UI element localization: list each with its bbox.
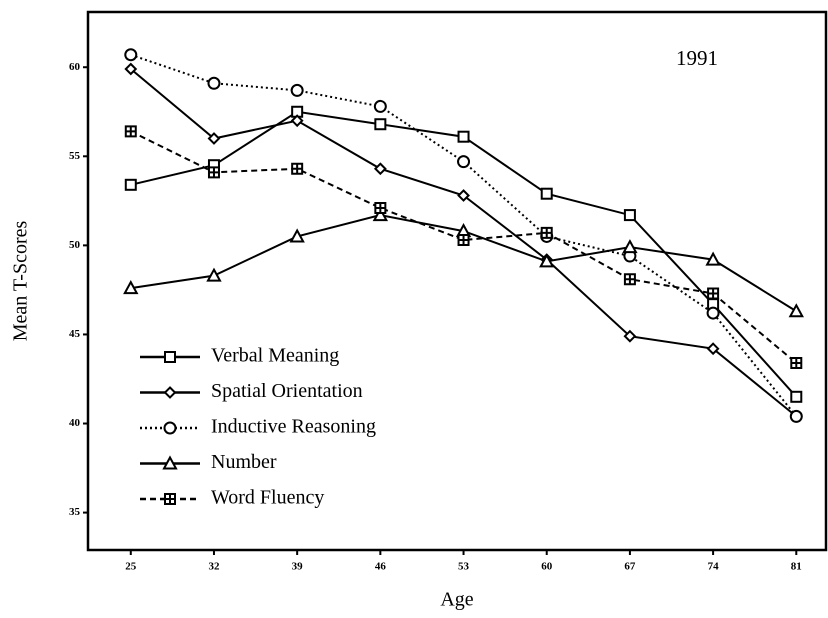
series-line bbox=[130, 130, 797, 364]
y-tick-label: 35 bbox=[69, 506, 81, 518]
marker bbox=[124, 62, 138, 76]
marker bbox=[162, 455, 178, 470]
marker bbox=[290, 114, 304, 128]
marker bbox=[623, 209, 636, 222]
y-axis-label: Mean T-Scores bbox=[10, 221, 32, 342]
marker bbox=[457, 234, 470, 247]
marker bbox=[124, 48, 138, 62]
marker bbox=[372, 206, 389, 222]
marker bbox=[207, 76, 221, 90]
y-tick-label: 60 bbox=[69, 61, 81, 73]
marker bbox=[124, 178, 137, 191]
marker bbox=[290, 83, 304, 97]
marker bbox=[706, 306, 720, 320]
marker bbox=[163, 421, 177, 435]
x-tick-label: 60 bbox=[541, 561, 553, 573]
x-tick-label: 46 bbox=[375, 561, 387, 573]
marker bbox=[790, 390, 803, 403]
legend-label: Inductive Reasoning bbox=[211, 416, 376, 438]
legend-label: Word Fluency bbox=[211, 487, 324, 509]
x-tick-label: 67 bbox=[624, 561, 636, 573]
plot-frame bbox=[86, 10, 828, 552]
legend-label: Verbal Meaning bbox=[211, 345, 339, 367]
marker bbox=[123, 280, 139, 295]
marker bbox=[623, 273, 636, 286]
x-tick-label: 25 bbox=[125, 561, 137, 573]
marker bbox=[788, 303, 804, 318]
marker bbox=[124, 125, 137, 138]
x-tick-label: 74 bbox=[708, 561, 720, 573]
legend-label: Number bbox=[211, 451, 277, 473]
annotation: 1991 bbox=[676, 46, 718, 70]
marker bbox=[374, 201, 387, 214]
marker bbox=[623, 329, 637, 343]
marker bbox=[540, 226, 553, 239]
marker bbox=[289, 228, 305, 243]
marker bbox=[291, 162, 304, 175]
x-tick-label: 39 bbox=[292, 561, 304, 573]
marker bbox=[163, 386, 177, 399]
marker bbox=[622, 239, 638, 254]
marker bbox=[164, 493, 176, 505]
marker bbox=[374, 118, 387, 131]
marker bbox=[207, 132, 221, 145]
marker bbox=[206, 267, 222, 282]
x-tick-label: 32 bbox=[208, 561, 220, 573]
y-tick-label: 55 bbox=[69, 150, 81, 162]
marker bbox=[539, 253, 555, 268]
x-axis-label: Age bbox=[440, 589, 473, 611]
marker bbox=[164, 351, 176, 363]
marker bbox=[540, 187, 553, 200]
marker bbox=[457, 130, 470, 143]
y-tick-label: 45 bbox=[69, 328, 81, 340]
y-tick-label: 40 bbox=[69, 417, 81, 429]
marker bbox=[706, 342, 720, 356]
marker bbox=[373, 162, 387, 176]
marker bbox=[457, 189, 470, 202]
marker bbox=[207, 166, 220, 179]
legend-label: Spatial Orientation bbox=[211, 380, 363, 402]
marker bbox=[373, 99, 387, 113]
marker bbox=[790, 356, 803, 369]
x-tick-label: 81 bbox=[791, 561, 802, 573]
marker bbox=[457, 155, 471, 169]
y-tick-label: 50 bbox=[69, 239, 81, 251]
marker bbox=[707, 287, 720, 300]
x-tick-label: 53 bbox=[458, 561, 470, 573]
marker bbox=[789, 409, 803, 423]
marker bbox=[705, 251, 721, 266]
